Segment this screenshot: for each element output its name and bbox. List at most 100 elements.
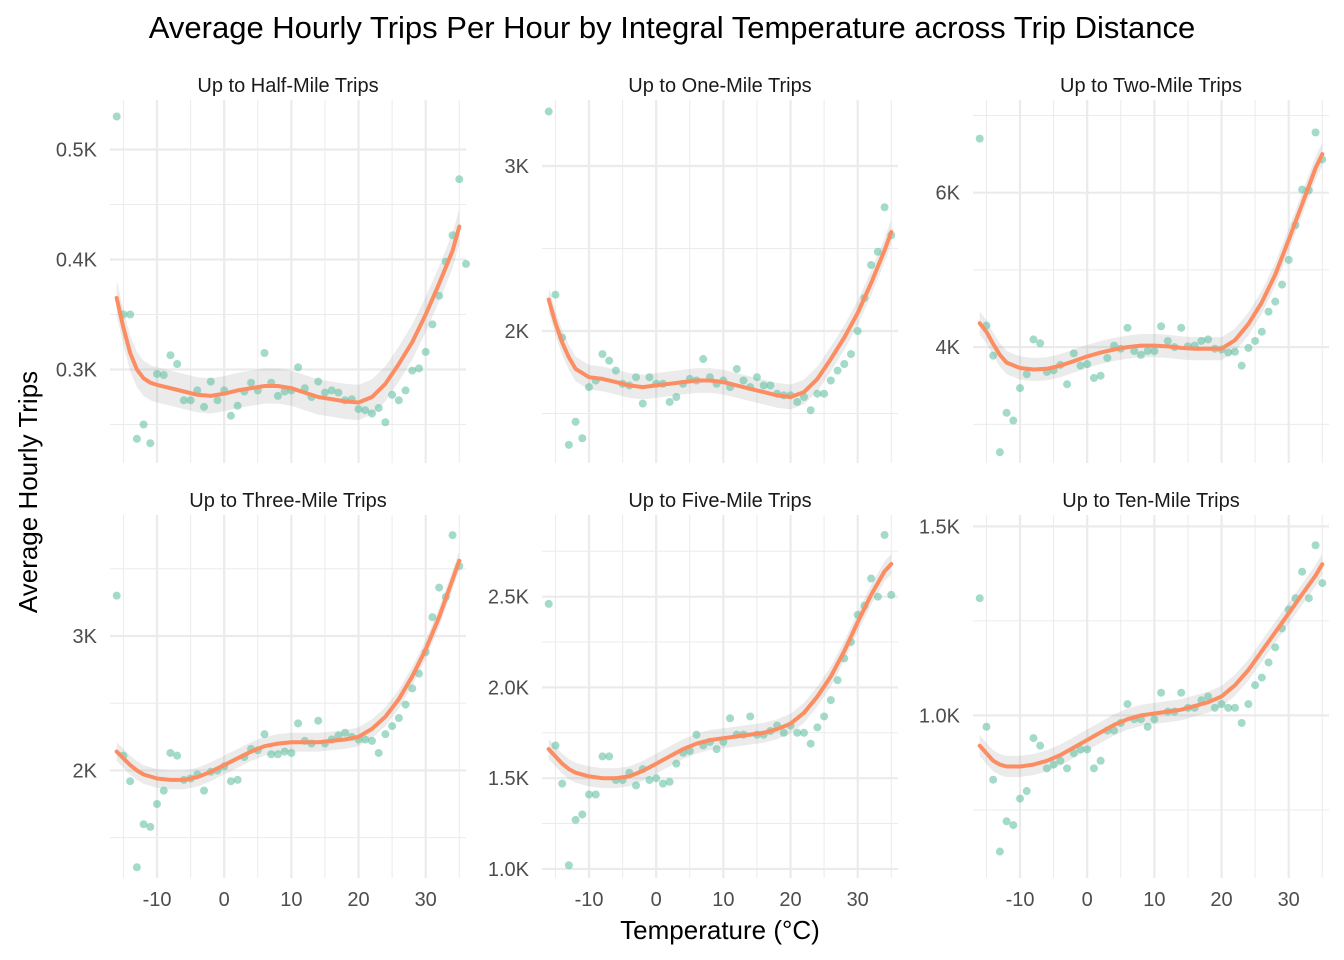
data-point <box>638 399 647 408</box>
data-point <box>551 290 560 299</box>
panel-2: Up to One-Mile Trips 2K 3K <box>505 75 898 463</box>
x-tick-label: 20 <box>1210 889 1232 911</box>
x-tick-label: 30 <box>415 889 437 911</box>
data-point <box>645 373 654 382</box>
data-point <box>173 360 182 368</box>
data-point <box>428 613 437 622</box>
data-point <box>213 396 222 405</box>
data-point <box>880 530 889 539</box>
data-point <box>544 107 553 116</box>
x-tick-label: -10 <box>575 889 604 911</box>
panel-title: Up to Ten-Mile Trips <box>1062 490 1239 512</box>
data-point <box>1210 703 1219 712</box>
panel-title: Up to Half-Mile Trips <box>197 75 378 97</box>
data-point <box>799 393 808 401</box>
data-point <box>846 350 855 359</box>
data-point <box>1069 349 1078 358</box>
data-point <box>206 377 215 386</box>
y-tick-label: 3K <box>505 156 530 178</box>
data-point <box>166 748 175 757</box>
confidence-band <box>548 554 892 789</box>
data-point <box>598 752 607 761</box>
data-point <box>401 700 410 709</box>
data-point <box>361 735 370 744</box>
x-tick-label: 10 <box>712 889 734 911</box>
x-tick-label: -10 <box>143 889 172 911</box>
y-tick-label: 1.5K <box>488 768 530 790</box>
data-point <box>226 777 235 786</box>
data-point <box>1009 416 1018 425</box>
data-point <box>414 669 423 678</box>
data-point <box>611 366 620 375</box>
data-point <box>1130 347 1139 356</box>
data-point <box>394 714 403 723</box>
x-tick-label: 10 <box>280 889 302 911</box>
data-point <box>388 390 397 399</box>
data-point <box>793 728 802 737</box>
data-point <box>1002 817 1011 826</box>
data-point <box>564 440 573 449</box>
panel-title: Up to One-Mile Trips <box>628 75 811 97</box>
data-point <box>112 112 121 121</box>
data-point <box>462 259 470 268</box>
data-point <box>726 714 735 723</box>
data-point <box>826 376 835 385</box>
data-point <box>598 350 607 359</box>
data-point <box>1150 347 1159 356</box>
confidence-band <box>548 219 892 410</box>
data-point <box>665 777 674 786</box>
data-point <box>1083 745 1092 754</box>
data-point <box>1217 700 1226 709</box>
data-point <box>1089 374 1098 383</box>
panel-title: Up to Three-Mile Trips <box>189 490 386 512</box>
data-point <box>989 351 998 360</box>
smooth-line <box>977 152 1325 372</box>
data-point <box>739 376 748 385</box>
data-point <box>1257 327 1266 336</box>
y-tick-label: 2K <box>73 760 98 782</box>
data-point <box>273 750 282 759</box>
panel-6: Up to Ten-Mile Trips 1.0K 1.5K -10 0 10 20 30 <box>919 490 1329 911</box>
data-point <box>1304 594 1313 603</box>
y-tick-label: 2.0K <box>488 677 530 699</box>
data-point <box>320 388 329 397</box>
smooth-line <box>114 558 462 782</box>
confidence-band <box>979 142 1323 382</box>
data-point <box>564 861 573 870</box>
data-point <box>1230 703 1239 712</box>
y-tick-label: 2.5K <box>488 587 530 609</box>
data-point <box>388 722 397 731</box>
data-point <box>1036 741 1045 750</box>
data-point <box>186 396 195 405</box>
data-point <box>1063 380 1072 389</box>
data-point <box>578 434 587 443</box>
data-point <box>226 411 235 420</box>
data-point <box>428 320 437 329</box>
data-point <box>806 739 815 748</box>
smooth-line <box>114 224 462 405</box>
data-point <box>571 815 580 824</box>
data-point <box>1230 347 1239 356</box>
data-point <box>752 373 761 382</box>
panel-4: Up to Three-Mile Trips 2K 3K -10 0 10 20 30 <box>73 490 466 911</box>
data-point <box>585 790 594 799</box>
data-point <box>334 388 343 397</box>
data-point <box>658 779 667 788</box>
data-point <box>273 391 282 400</box>
smooth-line <box>977 562 1325 769</box>
y-tick-label: 3K <box>73 626 98 648</box>
data-point <box>280 387 289 396</box>
data-point <box>153 800 162 809</box>
data-point <box>873 247 882 256</box>
data-point <box>361 406 370 415</box>
y-tick-label: 0.4K <box>56 250 98 272</box>
data-point <box>267 750 276 759</box>
data-point <box>585 383 594 392</box>
x-tick-label: 0 <box>651 889 662 911</box>
data-point <box>1083 360 1092 369</box>
data-point <box>793 397 802 406</box>
data-point <box>334 731 343 740</box>
data-point <box>374 748 383 757</box>
data-point <box>435 291 444 300</box>
data-point <box>367 409 376 418</box>
